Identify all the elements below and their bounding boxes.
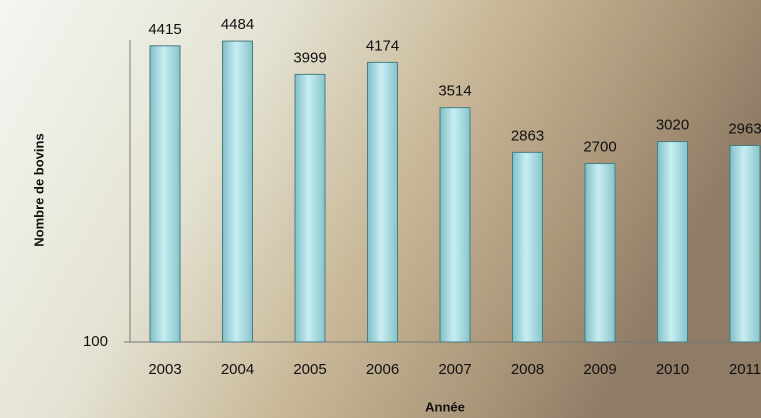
x-tick-label: 2007 [438,361,471,378]
data-label: 2863 [511,127,544,144]
data-label: 4415 [148,21,181,38]
x-tick-label: 2003 [148,361,181,378]
y-axis-title: Nombre de bovins [31,133,46,246]
bar [729,144,761,343]
x-tick-label: 2004 [221,361,254,378]
data-label: 3020 [656,117,689,134]
x-tick-label: 2006 [366,361,399,378]
data-label: 3514 [438,83,471,100]
data-label: 4174 [366,37,399,54]
bar [657,141,688,343]
data-label: 2963 [728,120,761,137]
bar [367,61,398,343]
y-tick-label: 100 [83,333,108,350]
data-label: 2700 [583,139,616,156]
x-tick-label: 2010 [656,361,689,378]
bar [294,73,326,343]
bar [512,151,543,343]
x-tick-label: 2011 [729,361,761,378]
bar [584,163,616,343]
x-tick-label: 2005 [293,361,326,378]
data-label: 4484 [221,16,254,33]
bar [439,107,471,343]
bar [222,40,253,343]
bar [149,45,181,343]
x-tick-label: 2008 [511,361,544,378]
x-axis-title: Année [425,399,465,414]
x-tick-label: 2009 [583,361,616,378]
data-label: 3999 [293,49,326,66]
